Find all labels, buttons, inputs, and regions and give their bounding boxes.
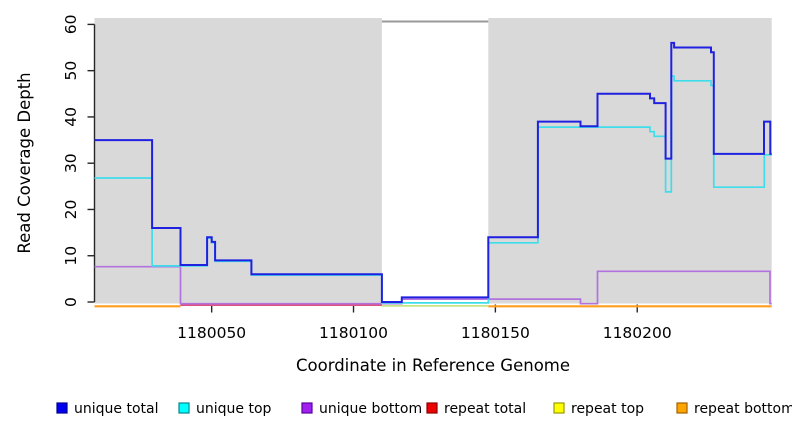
x-tick-label: 1180150 (461, 324, 530, 342)
y-tick-label: 20 (62, 200, 80, 220)
series-line-unique-bottom (94, 265, 772, 305)
y-tick-label: 0 (62, 297, 80, 307)
x-tick-label: 1180200 (603, 324, 672, 342)
series-line-unique-total (94, 41, 772, 303)
legend-swatch-unique-top (178, 402, 190, 414)
legend-swatch-repeat-bottom (676, 402, 688, 414)
y-tick-label: 40 (62, 107, 80, 127)
legend-swatch-repeat-total (426, 402, 438, 414)
x-axis-title: Coordinate in Reference Genome (296, 356, 570, 375)
highlight-band (381, 18, 489, 304)
x-tick-label: 1180100 (319, 324, 388, 342)
legend-label-repeat-top: repeat top (571, 401, 644, 417)
y-tick-label: 60 (62, 15, 80, 35)
legend-label-unique-bottom: unique bottom (319, 401, 422, 417)
y-tick-label: 50 (62, 61, 80, 81)
chart-legend: unique total unique top unique bottom repea… (56, 401, 792, 417)
legend-swatch-unique-bottom (301, 402, 313, 414)
x-tick-label: 1180050 (177, 324, 246, 342)
y-tick-label: 30 (62, 153, 80, 173)
legend-label-unique-top: unique top (196, 401, 272, 417)
legend-label-unique-total: unique total (74, 401, 158, 417)
legend-label-repeat-total: repeat total (444, 401, 526, 417)
legend-swatch-repeat-top (553, 402, 565, 414)
y-axis-title: Read Coverage Depth (15, 72, 34, 253)
y-tick-label: 10 (62, 246, 80, 266)
legend-swatch-unique-total (56, 402, 68, 414)
legend-label-repeat-bottom: repeat bottom (694, 401, 792, 417)
